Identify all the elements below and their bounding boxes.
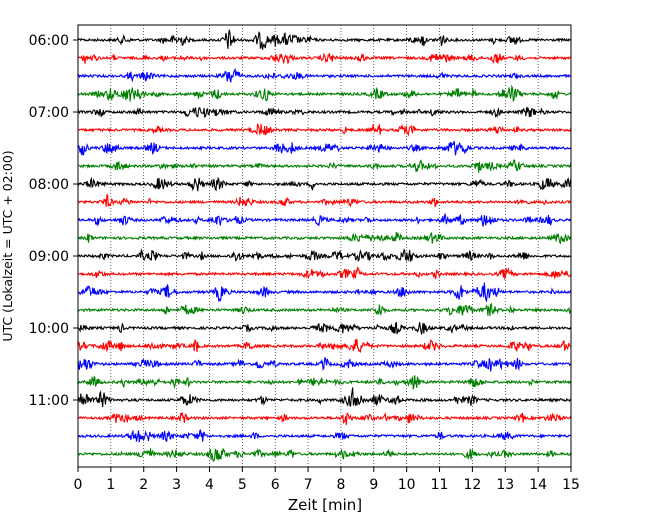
y-axis-ticks: 06:00 07:00 08:00 09:00 10:00 11:00 — [29, 33, 78, 409]
trace-0900 — [77, 248, 572, 262]
y-tick-label: 09:00 — [29, 249, 69, 265]
x-tick-label: 12 — [463, 477, 481, 493]
trace-0600 — [77, 29, 572, 50]
trace-1030 — [77, 357, 572, 372]
trace-0845 — [77, 231, 572, 245]
trace-0915 — [77, 266, 572, 281]
x-tick-label: 10 — [398, 477, 416, 493]
trace-0715 — [77, 122, 572, 137]
x-tick-label: 5 — [238, 477, 247, 493]
trace-0830 — [77, 213, 572, 227]
trace-1145 — [77, 448, 572, 462]
x-axis-ticks: 0 1 2 3 4 5 6 7 8 9 10 11 12 13 14 15 — [74, 467, 580, 493]
x-tick-label: 9 — [369, 477, 378, 493]
trace-1000 — [77, 321, 572, 335]
trace-0945 — [77, 302, 572, 317]
y-tick-label: 11:00 — [29, 393, 69, 409]
x-tick-label: 13 — [496, 477, 514, 493]
x-tick-label: 8 — [336, 477, 345, 493]
x-tick-label: 15 — [562, 477, 580, 493]
y-tick-label: 10:00 — [29, 321, 69, 337]
x-tick-label: 1 — [106, 477, 115, 493]
trace-0615 — [77, 52, 572, 64]
y-tick-label: 07:00 — [29, 105, 69, 121]
trace-0815 — [77, 194, 572, 208]
x-tick-label: 4 — [205, 477, 214, 493]
x-axis-label: Zeit [min] — [288, 496, 362, 514]
trace-1015 — [77, 338, 572, 353]
y-tick-label: 06:00 — [29, 33, 69, 49]
trace-0745 — [77, 159, 572, 173]
trace-1045 — [77, 375, 572, 390]
x-tick-label: 11 — [431, 477, 449, 493]
trace-0645 — [77, 84, 572, 103]
seismic-traces — [77, 29, 572, 462]
x-tick-label: 7 — [304, 477, 313, 493]
trace-0630 — [77, 67, 572, 83]
trace-0730 — [77, 140, 572, 156]
trace-1100 — [77, 387, 572, 407]
trace-0800 — [77, 176, 572, 192]
x-tick-label: 14 — [529, 477, 547, 493]
trace-0700 — [77, 106, 572, 119]
x-tick-label: 6 — [271, 477, 280, 493]
x-tick-label: 0 — [74, 477, 83, 493]
x-tick-label: 3 — [172, 477, 181, 493]
trace-1130 — [77, 429, 572, 443]
y-tick-label: 08:00 — [29, 177, 69, 193]
plot-frame — [77, 24, 572, 468]
trace-0930 — [77, 282, 572, 303]
x-tick-label: 2 — [139, 477, 148, 493]
trace-1115 — [77, 411, 572, 426]
y-axis-label: UTC (Lokalzeit = UTC + 02:00) — [0, 150, 15, 341]
